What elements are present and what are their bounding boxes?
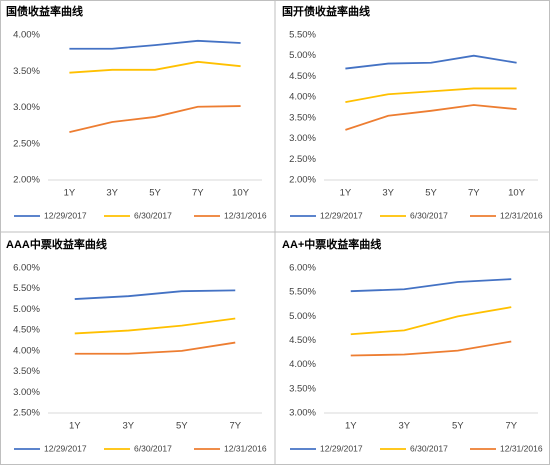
data-line — [350, 278, 512, 293]
y-tick-label: 5.50% — [289, 30, 316, 41]
x-tick-label: 1Y — [345, 421, 357, 432]
y-tick-label: 4.00% — [13, 30, 40, 41]
y-tick-label: 3.50% — [289, 112, 316, 123]
x-tick-label: 10Y — [232, 188, 250, 199]
x-tick-label: 1Y — [69, 421, 81, 432]
x-tick-label: 3Y — [122, 421, 134, 432]
chart-title: 国债收益率曲线 — [6, 4, 83, 18]
y-tick-label: 4.00% — [289, 92, 316, 103]
x-tick-label: 1Y — [340, 188, 352, 199]
y-tick-label: 3.50% — [13, 366, 40, 377]
y-tick-label: 5.50% — [289, 287, 316, 298]
y-tick-label: 3.50% — [13, 66, 40, 77]
y-tick-label: 3.00% — [13, 387, 40, 398]
legend-label: 12/29/2017 — [320, 210, 363, 220]
data-line — [350, 306, 512, 336]
data-line — [74, 341, 236, 355]
y-tick-label: 4.50% — [13, 325, 40, 336]
y-tick-label: 5.00% — [13, 304, 40, 315]
chart-title: AA+中票收益率曲线 — [282, 237, 381, 251]
data-line — [74, 317, 236, 335]
legend-label: 12/29/2017 — [320, 443, 363, 453]
legend-label: 12/31/2016 — [500, 443, 543, 453]
chart-panel: AAA中票收益率曲线 2.50% 3.00% 3.50% 4.00% 4.50% 5.00%… — [6, 237, 267, 453]
y-tick-label: 2.50% — [13, 138, 40, 149]
x-tick-label: 7Y — [505, 421, 517, 432]
data-line — [345, 87, 517, 103]
y-tick-label: 2.50% — [13, 408, 40, 419]
y-tick-label: 4.50% — [289, 335, 316, 346]
chart-panel: 国开债收益率曲线 2.00% 2.50% 3.00% 3.50% 4.00% 4.50% 5.… — [282, 4, 543, 220]
legend-label: 6/30/2017 — [134, 210, 172, 220]
y-tick-label: 6.00% — [289, 263, 316, 274]
legend-label: 12/31/2016 — [500, 210, 543, 220]
chart-title: AAA中票收益率曲线 — [6, 237, 107, 251]
x-tick-label: 5Y — [176, 421, 188, 432]
x-tick-label: 3Y — [398, 421, 410, 432]
y-tick-label: 6.00% — [13, 263, 40, 274]
y-tick-label: 5.00% — [289, 311, 316, 322]
x-tick-label: 5Y — [452, 421, 464, 432]
data-line — [69, 60, 241, 74]
x-tick-label: 5Y — [425, 188, 437, 199]
legend-label: 6/30/2017 — [410, 210, 448, 220]
y-tick-label: 4.00% — [289, 359, 316, 370]
x-tick-label: 3Y — [106, 188, 118, 199]
chart-panel: AA+中票收益率曲线 3.00% 3.50% 4.00% 4.50% 5.00% 5.50%… — [282, 237, 543, 453]
chart-title: 国开债收益率曲线 — [282, 4, 370, 18]
chart-panel: 国债收益率曲线 2.00% 2.50% 3.00% 3.50% 4.00% 1Y 3Y 5Y 7Y… — [6, 4, 267, 220]
legend-label: 12/31/2016 — [224, 210, 267, 220]
y-tick-label: 3.50% — [289, 383, 316, 394]
legend-label: 6/30/2017 — [134, 443, 172, 453]
y-tick-label: 2.50% — [289, 154, 316, 165]
data-line — [74, 289, 236, 300]
legend-label: 6/30/2017 — [410, 443, 448, 453]
x-tick-label: 7Y — [468, 188, 480, 199]
y-tick-label: 2.00% — [13, 175, 40, 186]
x-tick-label: 7Y — [192, 188, 204, 199]
x-tick-label: 7Y — [229, 421, 241, 432]
x-tick-label: 3Y — [382, 188, 394, 199]
y-tick-label: 3.00% — [13, 102, 40, 113]
y-tick-label: 3.00% — [289, 133, 316, 144]
y-tick-label: 2.00% — [289, 175, 316, 186]
legend-label: 12/31/2016 — [224, 443, 267, 453]
data-line — [69, 105, 241, 134]
legend-label: 12/29/2017 — [44, 210, 87, 220]
data-line — [69, 39, 241, 50]
data-line — [345, 104, 517, 131]
y-tick-label: 5.00% — [289, 50, 316, 61]
x-tick-label: 10Y — [508, 188, 526, 199]
y-tick-label: 4.50% — [289, 71, 316, 82]
y-tick-label: 4.00% — [13, 345, 40, 356]
x-tick-label: 5Y — [149, 188, 161, 199]
legend-label: 12/29/2017 — [44, 443, 87, 453]
x-tick-label: 1Y — [64, 188, 76, 199]
y-tick-label: 3.00% — [289, 408, 316, 419]
y-tick-label: 5.50% — [13, 283, 40, 294]
data-line — [345, 54, 517, 70]
data-line — [350, 340, 512, 357]
